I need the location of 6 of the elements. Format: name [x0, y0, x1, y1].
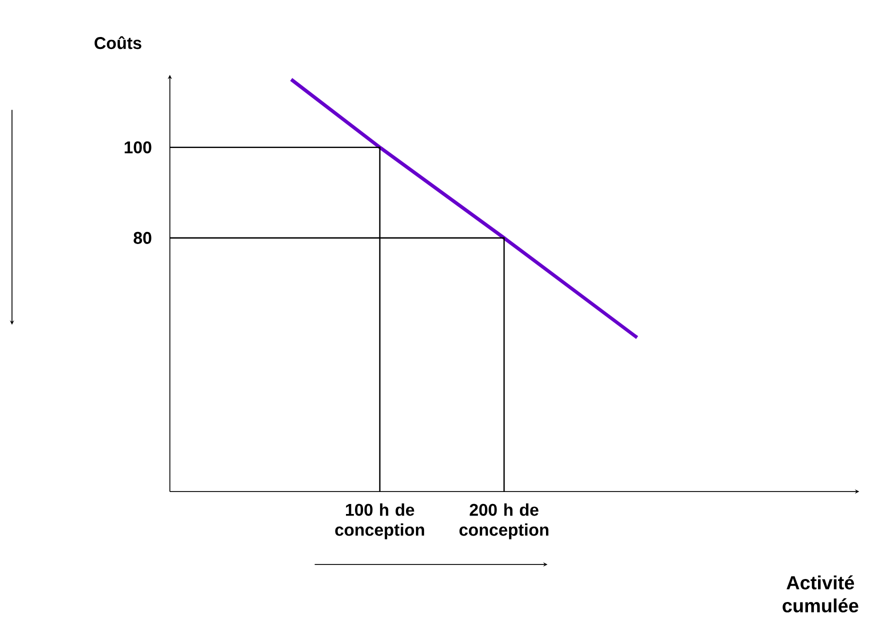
x-tick-label: 200 h de conception — [459, 503, 548, 540]
y-tick-label: 100 — [124, 141, 152, 154]
x-tick-label: 100 h de conception — [335, 503, 424, 540]
y-axis-title: Coûts — [94, 36, 142, 50]
x-axis-title: Activité cumulée — [782, 575, 858, 612]
y-tick-label: 80 — [134, 232, 152, 244]
